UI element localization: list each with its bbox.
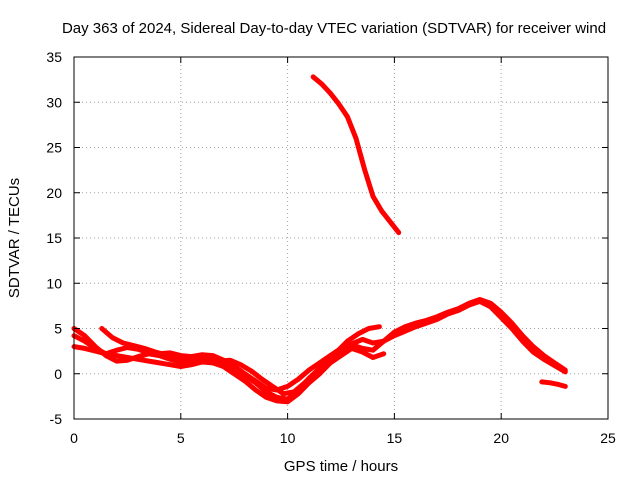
y-tick-label: 0 [54,366,62,382]
y-tick-label: 15 [46,230,62,246]
x-tick-label: 20 [493,430,509,446]
y-tick-label: 5 [54,321,62,337]
series-line-track-d [71,297,568,393]
series-line-track-e [310,74,402,236]
y-tick-label: 25 [46,140,62,156]
x-tick-label: 15 [387,430,403,446]
x-tick-label: 10 [280,430,296,446]
axis-ticks: 0 5 10 15 20 25 -5 0 5 10 15 20 25 30 35 [46,49,616,446]
chart-title: Day 363 of 2024, Sidereal Day-to-day VTE… [62,20,606,37]
x-tick-label: 5 [177,430,185,446]
x-axis-label: GPS time / hours [284,458,398,475]
y-axis-label: SDTVAR / TECUs [6,178,23,298]
series-group [71,74,568,405]
x-tick-label: 0 [70,430,78,446]
y-tick-label: 10 [46,275,62,291]
series-line-track-f [539,379,568,389]
y-tick-label: 30 [46,94,62,110]
y-tick-label: 35 [46,49,62,65]
y-tick-label: 20 [46,185,62,201]
y-tick-label: -5 [50,411,63,427]
x-tick-label: 25 [600,430,616,446]
grid [74,57,608,419]
